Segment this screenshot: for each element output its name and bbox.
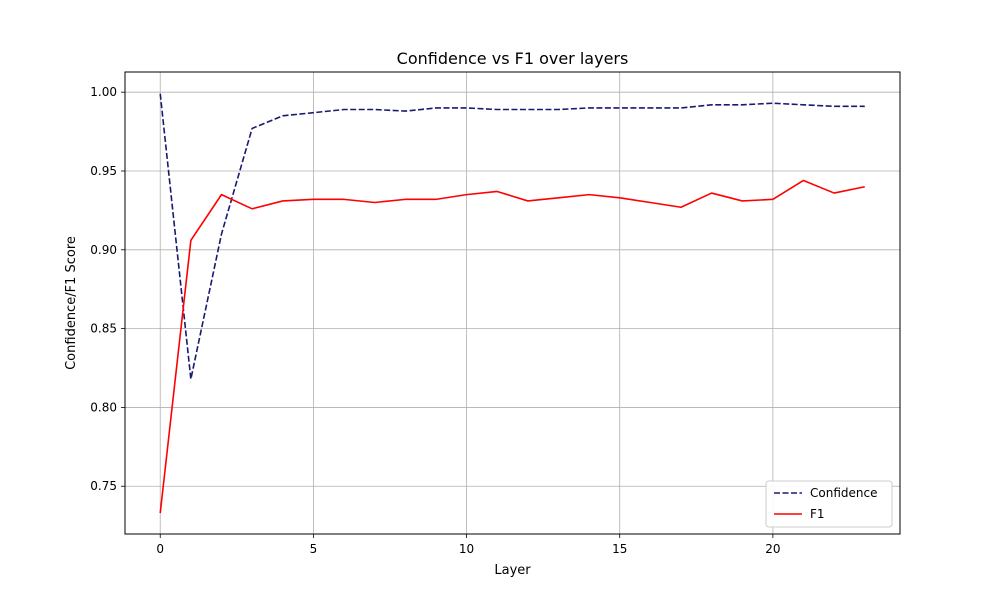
legend-label: F1 bbox=[810, 507, 825, 521]
x-tick-label: 0 bbox=[156, 542, 164, 556]
x-axis-label: Layer bbox=[494, 563, 531, 578]
legend-box bbox=[765, 480, 893, 528]
x-tick-label: 20 bbox=[765, 542, 780, 556]
y-tick-label: 0.90 bbox=[90, 243, 117, 257]
chart-title: Confidence vs F1 over layers bbox=[397, 49, 629, 68]
series-line-confidence bbox=[159, 93, 865, 380]
x-tick-label: 10 bbox=[459, 542, 474, 556]
legend-label: Confidence bbox=[810, 486, 877, 500]
y-tick-label: 0.85 bbox=[90, 322, 117, 336]
y-tick-label: 0.95 bbox=[90, 164, 117, 178]
x-tick-label: 15 bbox=[612, 542, 627, 556]
series-layer bbox=[159, 93, 865, 514]
y-tick-label: 0.80 bbox=[90, 400, 117, 414]
y-tick-label: 0.75 bbox=[90, 479, 117, 493]
x-tick-label: 5 bbox=[310, 542, 318, 556]
grid-layer bbox=[125, 72, 900, 534]
y-axis-label: Confidence/F1 Score bbox=[64, 236, 79, 370]
plot-frame bbox=[124, 71, 901, 535]
y-tick-label: 1.00 bbox=[90, 85, 117, 99]
legend: Confidence F1 bbox=[765, 480, 893, 528]
series-line-f1 bbox=[159, 179, 865, 514]
axis-layer: 0 5 10 15 20 0.75 0.80 0.85 0.90 0.95 1.00 bbox=[90, 85, 780, 556]
